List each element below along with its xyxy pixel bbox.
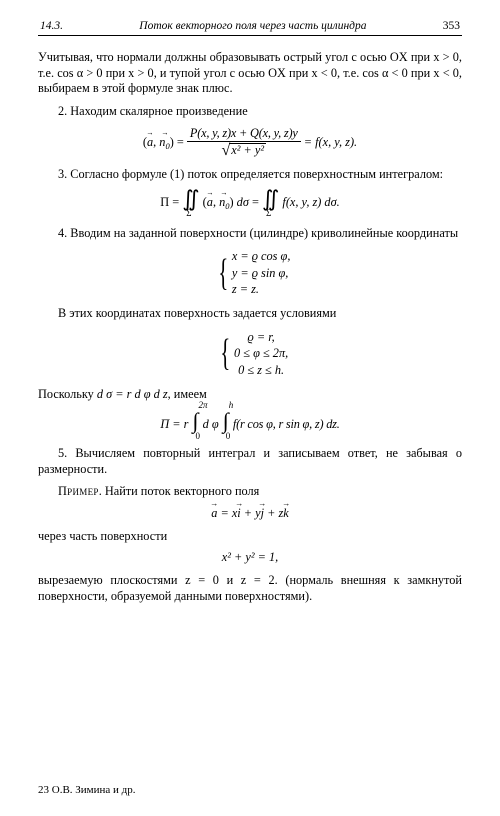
double-integral-1: ∬Σ <box>182 190 199 208</box>
running-head: 14.3. Поток векторного поля через часть … <box>38 20 462 34</box>
formula-iterated-integral: П = r ∫2π0 d φ ∫h0 f(r cos φ, r sin φ, z… <box>38 412 462 432</box>
footer-signature: 23 О.В. Зимина и др. <box>38 784 136 796</box>
vec-a: a <box>147 136 153 150</box>
integral-phi: ∫2π0 <box>193 412 199 430</box>
para-10: вырезаемую плоскостями z = 0 и z = 2. (н… <box>38 573 462 604</box>
formula-cylinder: x² + y² = 1, <box>38 551 462 565</box>
para-6: Поскольку d σ = r d φ d z, имеем <box>38 387 462 403</box>
formula-vector-field: a = xi + yj + zk <box>38 507 462 521</box>
para-3: 3. Согласно формуле (1) поток определяет… <box>38 167 462 183</box>
formula-surface-conditions: { ϱ = r, 0 ≤ φ ≤ 2π, 0 ≤ z ≤ h. <box>38 329 462 379</box>
para-8: Пример. Найти поток векторного поля <box>38 484 462 500</box>
para-1: Учитывая, что нормали должны образовыват… <box>38 50 462 97</box>
formula-flux-integral: П = ∬Σ (a, n0) dσ = ∬Σ f(x, y, z) dσ. <box>38 190 462 211</box>
formula-scalar-product: (a, n0) = P(x, y, z)x + Q(x, y, z)y √x² … <box>38 127 462 160</box>
para-2: 2. Находим скалярное произведение <box>38 104 462 120</box>
integral-z: ∫h0 <box>223 412 229 430</box>
formula-cyl-coords: { x = ϱ cos φ, y = ϱ sin φ, z = z. <box>38 248 462 298</box>
fraction-denominator: √x² + y² <box>187 142 301 159</box>
para-9: через часть поверхности <box>38 529 462 545</box>
fraction-numerator: P(x, y, z)x + Q(x, y, z)y <box>187 127 301 143</box>
page-number: 353 <box>443 20 460 32</box>
formula-rhs: = f(x, y, z). <box>304 135 357 149</box>
header-title: Поток векторного поля через часть цилинд… <box>63 20 443 32</box>
vec-n0: n0 <box>159 136 169 151</box>
para-4: 4. Вводим на заданной поверхности (цилин… <box>38 226 462 242</box>
example-label: Пример <box>58 484 99 498</box>
double-integral-2: ∬Σ <box>262 190 279 208</box>
para-5: В этих координатах поверхность задается … <box>38 306 462 322</box>
header-rule <box>38 35 462 36</box>
header-section: 14.3. <box>40 20 63 32</box>
para-7: 5. Вычисляем повторный интеграл и записы… <box>38 446 462 477</box>
